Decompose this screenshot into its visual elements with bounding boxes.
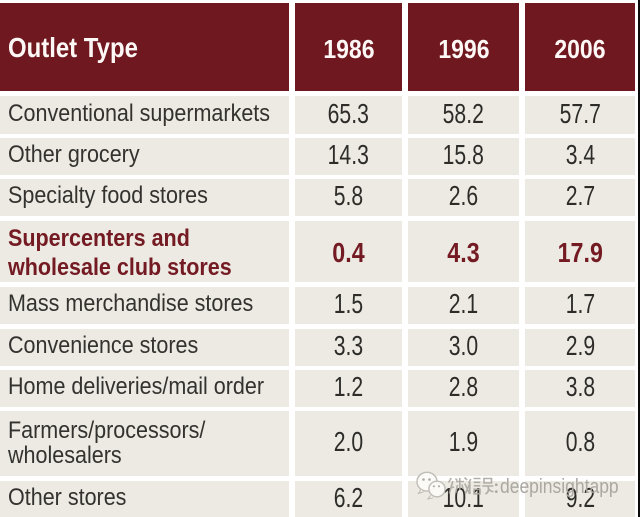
- svg-text:deepinsightapp: deepinsightapp: [500, 475, 619, 497]
